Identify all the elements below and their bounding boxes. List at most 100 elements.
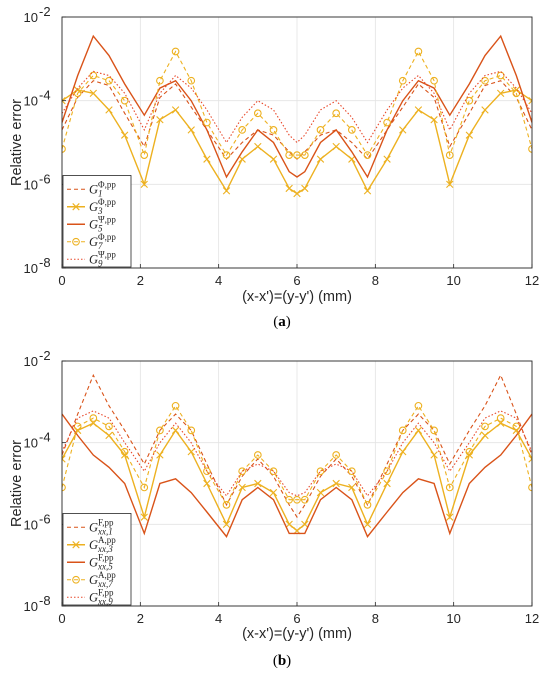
data-point-x: [430, 451, 438, 459]
data-point-circle: [238, 126, 247, 134]
y-tick-label: 10: [24, 599, 38, 614]
data-point-circle: [203, 118, 211, 127]
series-group: [62, 373, 532, 538]
y-tick-label: 10: [24, 517, 38, 532]
series-line-4: [62, 404, 532, 507]
data-point-x: [269, 155, 278, 163]
x-tick-label: 8: [372, 273, 379, 288]
data-point-circle: [496, 71, 505, 80]
data-point-x: [105, 106, 113, 114]
data-point-x: [446, 180, 454, 189]
data-point-circle: [528, 145, 532, 153]
x-tick-label: 0: [58, 273, 65, 288]
legend-entry-subscript: 9: [98, 258, 103, 268]
data-point-circle: [347, 126, 356, 134]
data-point-circle: [363, 151, 372, 159]
y-tick-exponent: -2: [39, 348, 51, 363]
legend-marker-x: [72, 541, 80, 549]
legend-entry-label: G: [89, 200, 98, 214]
legend-entry-label: G: [89, 182, 98, 196]
data-point-circle: [253, 451, 262, 459]
legend-entry-label: G: [89, 520, 98, 534]
data-point-circle: [269, 126, 278, 134]
y-tick-exponent: -8: [39, 593, 51, 608]
x-tick-label: 12: [525, 273, 539, 288]
data-point-circle: [293, 495, 301, 504]
data-point-circle: [89, 414, 98, 422]
data-point-circle: [465, 447, 474, 456]
y-axis-label: Relative error: [9, 440, 25, 527]
caption-close: ): [286, 314, 291, 330]
data-point-x: [171, 106, 180, 114]
legend-entry-label: G: [89, 573, 98, 587]
x-axis-label: (x-x')=(y-y') (mm): [242, 626, 352, 642]
data-point-circle: [445, 151, 454, 159]
x-tick-label: 10: [446, 611, 460, 626]
series-line-1: [62, 80, 532, 160]
legend-entry-superscript: Ψ,pp: [98, 214, 116, 224]
data-point-x: [62, 96, 66, 105]
data-point-x: [140, 180, 148, 189]
data-point-circle: [187, 76, 196, 85]
x-tick-label: 4: [215, 273, 222, 288]
data-point-x: [254, 142, 262, 151]
data-point-circle: [481, 422, 489, 431]
data-point-x: [348, 155, 356, 163]
series-line-3: [62, 413, 532, 538]
series-line-4: [62, 50, 532, 158]
legend-marker-circle: [72, 237, 80, 246]
data-point-circle: [140, 151, 149, 159]
series-line-3: [62, 34, 532, 179]
legend-marker-circle: [72, 575, 80, 584]
y-tick-label: 10: [24, 10, 38, 25]
caption-close: ): [286, 653, 291, 669]
legend-entry-superscript: Φ,pp: [98, 232, 116, 242]
x-tick-label: 4: [215, 611, 222, 626]
data-point-x: [383, 155, 391, 163]
data-point-circle: [316, 126, 325, 134]
legend-entry-label: G: [89, 555, 98, 569]
data-point-circle: [285, 151, 294, 159]
data-point-x: [414, 426, 423, 435]
data-point-x: [481, 106, 489, 114]
data-point-circle: [140, 483, 149, 492]
data-point-circle: [414, 401, 423, 410]
panel-caption: (a): [273, 314, 291, 330]
data-point-x: [203, 479, 211, 488]
data-point-circle: [528, 483, 532, 492]
legend-entry-superscript: F,pp: [98, 552, 114, 562]
data-point-x: [187, 448, 195, 456]
caption-letter: a: [278, 314, 286, 330]
x-tick-label: 6: [293, 273, 300, 288]
legend-entry-subscript: 5: [98, 223, 103, 233]
data-point-x: [62, 455, 66, 463]
data-point-circle: [332, 109, 341, 118]
data-point-circle: [316, 467, 325, 476]
legend-entry-label: G: [89, 590, 98, 604]
data-point-x: [238, 483, 246, 492]
data-point-circle: [120, 96, 129, 105]
data-point-x: [316, 488, 325, 497]
data-point-x: [89, 89, 98, 97]
x-tick-label: 6: [293, 611, 300, 626]
panel-caption: (b): [273, 653, 291, 669]
data-point-x: [414, 106, 423, 114]
data-point-x: [105, 431, 113, 440]
data-point-circle: [363, 501, 372, 509]
y-tick-exponent: -4: [39, 430, 51, 445]
data-point-circle: [465, 96, 474, 105]
data-point-x: [301, 184, 309, 193]
y-tick-exponent: -6: [39, 511, 51, 526]
legend-entry-label: G: [89, 538, 98, 552]
legend-entry-superscript: A,pp: [98, 570, 116, 580]
data-point-x: [332, 142, 340, 151]
legend-entry-superscript: A,pp: [98, 535, 116, 545]
data-point-x: [528, 96, 532, 105]
y-tick-label: 10: [24, 436, 38, 451]
data-point-x: [269, 488, 278, 497]
data-point-circle: [383, 118, 391, 127]
data-point-x: [332, 479, 340, 488]
